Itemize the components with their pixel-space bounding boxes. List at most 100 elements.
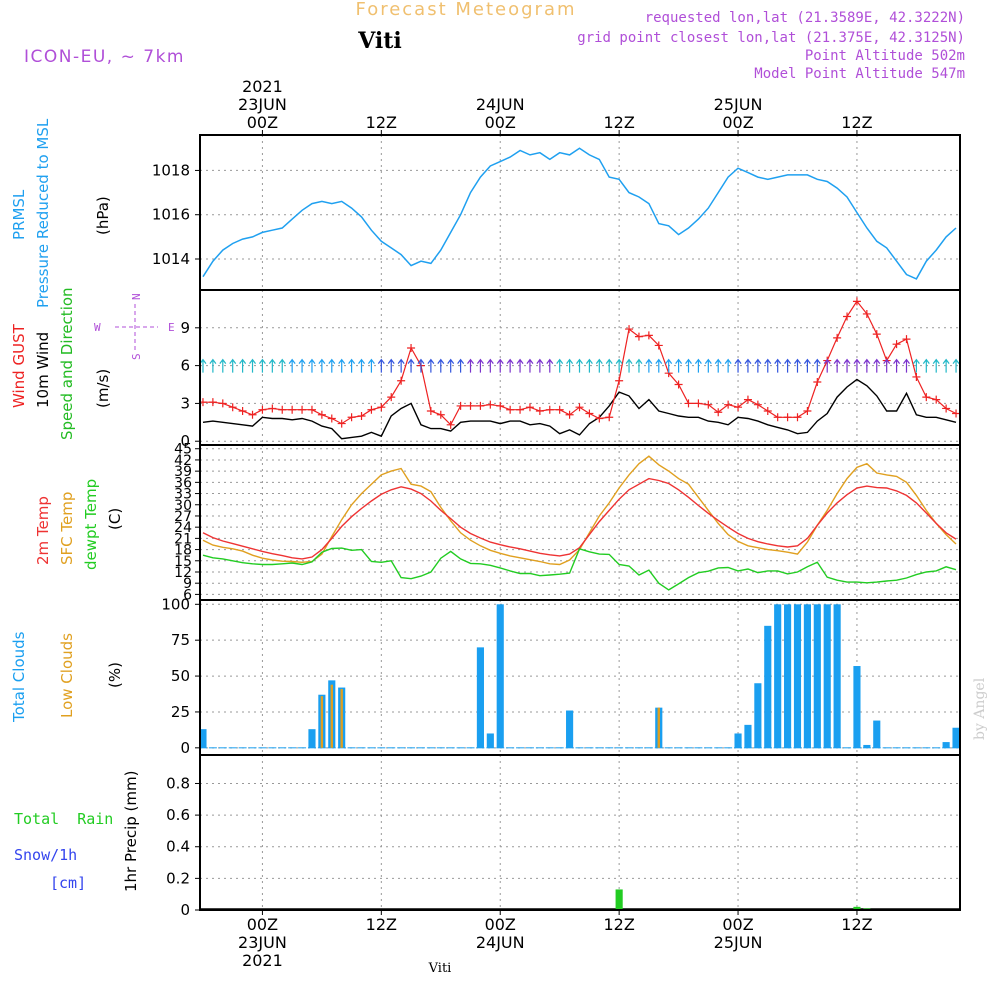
y-tick-label: 30 [174,498,192,514]
temp-2m-label: 2m Temp [34,496,52,565]
low-cloud-bar [340,688,343,748]
gust-marker [377,403,386,412]
gust-marker [704,400,713,409]
wind-direction-arrow [784,358,792,373]
wind-direction-arrow [447,358,455,373]
time-label-bottom: 23JUN [238,933,287,952]
wind-direction-arrow [685,358,692,373]
gust-marker [496,401,505,410]
y-tick-label: 12 [174,565,192,581]
gust-marker [694,399,703,408]
temp-unit-label: (C) [106,508,124,530]
gust-marker [714,408,723,417]
time-label-top: 00Z [485,113,516,132]
total-cloud-bar [754,683,762,748]
gust-marker [615,376,624,385]
gust-marker [436,410,445,419]
total-rain-label: Total Rain [14,810,113,828]
total-cloud-bar [803,604,811,748]
wind-direction-arrow [942,358,950,373]
gust-marker [347,413,356,422]
time-label-top: 00Z [247,113,278,132]
wind-direction-arrow [863,358,871,373]
low-cloud-bar [330,684,333,748]
gust-marker [407,343,416,352]
y-tick-label: 6 [183,587,192,603]
wind-direction-arrow [268,358,276,373]
gust-marker [268,404,277,413]
pressure-label-msl: Pressure Reduced to MSL [34,118,52,308]
y-tick-label: 45 [174,442,192,458]
time-label-top: 12Z [366,113,397,132]
low-clouds-label: Low Clouds [58,633,76,718]
low-cloud-bar [320,696,324,748]
precip-unit-label: 1hr Precip (mm) [122,771,140,892]
wind-direction-arrow [912,358,920,373]
grid-layer [200,135,960,911]
wind-10m-label: 10m Wind [34,332,52,408]
y-tick-label: 9 [180,319,190,337]
total-cloud-bar [734,733,742,748]
wind-direction-arrow [774,358,782,373]
total-cloud-bar [566,710,574,748]
pressure-label-prmsl: PRMSL [10,189,28,240]
wind-direction-arrow [724,358,732,373]
compass-south: S [130,353,143,360]
wind-direction-arrow [397,358,405,373]
gust-marker [684,399,693,408]
panel-frame-precip [199,754,961,911]
gust-marker [476,401,485,410]
2m-temp-line [202,477,957,560]
wind-direction-arrow [427,358,435,373]
gust-marker [248,410,257,419]
total-clouds-label: Total Clouds [10,631,28,723]
wind-direction-arrow [635,358,643,373]
panel-frame-pressure [199,134,961,291]
y-tick-label: 27 [174,509,192,525]
gust-marker [357,412,366,421]
grid-point-coords: grid point closest lon,lat (21.375E, 42.… [577,30,965,46]
gust-marker [654,341,663,350]
pressure-label-unit: (hPa) [94,196,112,235]
wind-direction-arrow [694,358,702,373]
y-tick-label: 21 [174,531,192,547]
y-tick-label: 15 [174,554,192,570]
wind-direction-arrow [506,358,514,373]
time-label-bottom: 12Z [841,915,872,934]
wind-direction-arrow [744,358,752,373]
total-cloud-bar [199,729,207,748]
wind-direction-arrow [903,358,910,373]
total-cloud-bar [942,742,950,748]
wind-direction-arrow [853,358,861,373]
wind-direction-arrow [932,358,940,373]
wind-direction-arrow [318,358,326,373]
gust-marker [813,377,822,386]
panel-frames [199,134,961,911]
gust-marker [228,403,237,412]
wind-direction-arrow [952,358,960,373]
total-cloud-bar [308,729,316,748]
gust-marker [605,413,614,422]
requested-coords: requested lon,lat (21.3589E, 42.3222N) [645,10,965,26]
total-cloud-bar [863,744,871,748]
total-cloud-bar [853,666,861,748]
compass-rose: N S W E [94,293,175,360]
wind-direction-arrow [556,358,564,373]
gust-marker [912,372,921,381]
gust-marker [625,325,634,334]
gust-marker [278,405,287,414]
gust-marker [862,309,871,318]
wind-direction-arrow [209,358,217,373]
gust-marker [575,403,584,412]
footer-location: Viti [428,961,452,976]
wind-speed-dir-label: Speed and Direction [58,287,76,440]
gust-marker [535,406,544,415]
wind-direction-arrow [883,358,891,373]
wind-direction-arrow [794,358,801,373]
y-tick-label: 0 [180,739,190,757]
wind-direction-arrow [328,358,336,373]
point-altitude: Point Altitude 502m [805,48,965,64]
wind-direction-arrow [843,358,851,373]
wind-direction-arrow [338,358,346,373]
